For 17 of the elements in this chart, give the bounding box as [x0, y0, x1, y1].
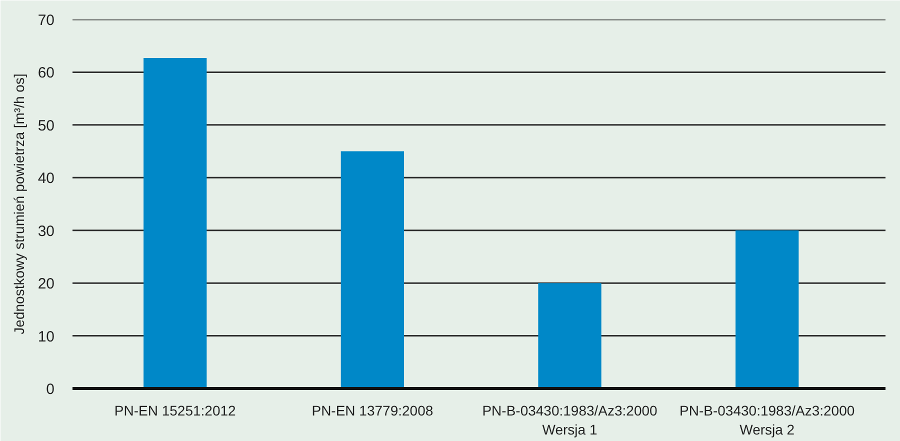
y-axis-title: Jednostkowy strumień powietrza [m³/h os] [10, 74, 27, 334]
x-tick-label: PN-B-03430:1983/Az3:2000 Wersja 1 [482, 402, 658, 438]
y-tick-label: 70 [38, 12, 55, 29]
y-tick-label: 40 [38, 170, 55, 188]
y-tick-label: 20 [38, 276, 55, 293]
y-tick-label: 50 [38, 117, 55, 134]
y-tick-label: 0 [46, 381, 54, 398]
bar [340, 151, 404, 388]
bar [538, 283, 602, 388]
y-tick-label: 30 [38, 222, 55, 240]
bar [736, 230, 799, 388]
x-tick-label: PN-EN 13779:2008 [312, 402, 434, 418]
y-tick-label: 60 [38, 64, 55, 82]
x-tick-label: PN-EN 15251:2012 [114, 402, 236, 418]
x-tick-label: PN-B-03430:1983/Az3:2000 Wersja 2 [680, 402, 855, 438]
y-tick-label: 10 [38, 328, 55, 346]
bar [144, 58, 207, 388]
